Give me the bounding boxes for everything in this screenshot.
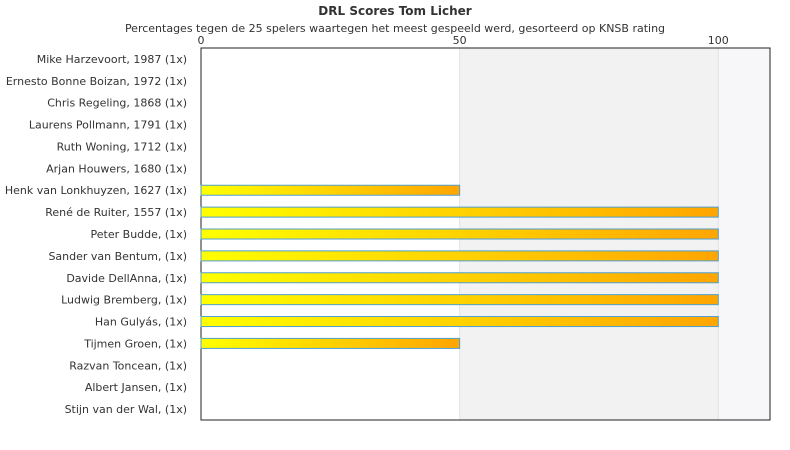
bar [200, 316, 719, 328]
chart-subtitle: Percentages tegen de 25 spelers waartege… [124, 22, 666, 35]
category-label: Han Gulyás, (1x) [95, 316, 187, 329]
bar [200, 206, 719, 218]
grid-band [718, 48, 770, 420]
category-label: Ruth Woning, 1712 (1x) [57, 140, 187, 153]
bar [200, 294, 719, 306]
category-label: Davide DellAnna, (1x) [66, 272, 187, 285]
bar [200, 337, 461, 349]
category-label: Stijn van der Wal, (1x) [65, 403, 187, 416]
category-label: Albert Jansen, (1x) [85, 381, 187, 394]
category-label: René de Ruiter, 1557 (1x) [45, 206, 187, 219]
bar [200, 272, 719, 284]
category-label: Mike Harzevoort, 1987 (1x) [37, 53, 187, 66]
x-tick-label: 100 [708, 34, 729, 47]
bar [200, 250, 719, 262]
x-tick-label: 50 [453, 34, 467, 47]
category-label: Ernesto Bonne Boizan, 1972 (1x) [6, 75, 187, 88]
x-tick-label: 0 [198, 34, 205, 47]
category-label: Peter Budde, (1x) [91, 228, 187, 241]
category-label: Arjan Houwers, 1680 (1x) [46, 162, 187, 175]
category-label: Razvan Toncean, (1x) [69, 359, 187, 372]
category-label: Chris Regeling, 1868 (1x) [47, 97, 187, 110]
category-label: Henk van Lonkhuyzen, 1627 (1x) [5, 184, 187, 197]
category-label: Tijmen Groen, (1x) [83, 337, 187, 350]
bar [200, 184, 461, 196]
category-label: Sander van Bentum, (1x) [48, 250, 187, 263]
bar [200, 228, 719, 240]
category-label: Laurens Pollmann, 1791 (1x) [29, 119, 187, 132]
category-label: Ludwig Bremberg, (1x) [61, 294, 187, 307]
chart-title: DRL Scores Tom Licher [318, 4, 472, 18]
